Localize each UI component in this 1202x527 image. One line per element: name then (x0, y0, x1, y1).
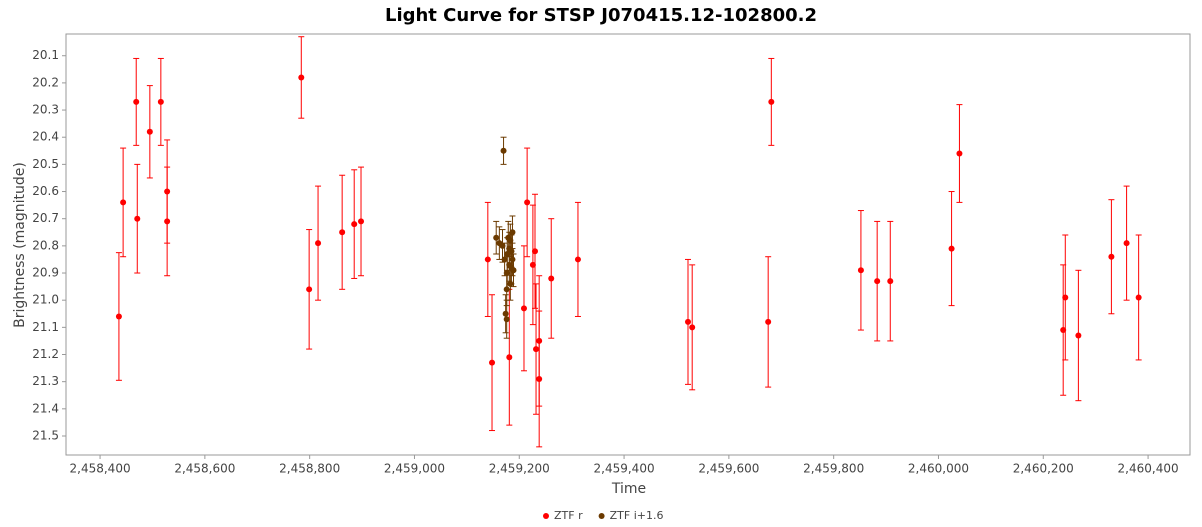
y-tick-label: 21.0 (32, 293, 59, 307)
point (493, 234, 500, 241)
point (857, 267, 864, 274)
point (508, 248, 515, 255)
point (1108, 253, 1115, 260)
x-tick-label: 2,458,400 (70, 462, 131, 476)
x-tick-label: 2,459,600 (698, 462, 759, 476)
point (1062, 294, 1069, 301)
point (504, 270, 511, 277)
point (298, 74, 305, 81)
x-tick-label: 2,458,800 (279, 462, 340, 476)
point (503, 316, 510, 323)
point (506, 354, 513, 361)
y-tick-label: 21.5 (32, 428, 59, 442)
point (500, 147, 507, 154)
y-tick-label: 20.6 (32, 184, 59, 198)
point (533, 346, 540, 353)
chart-title: Light Curve for STSP J070415.12-102800.2 (385, 5, 817, 26)
point (1075, 332, 1082, 339)
point (887, 278, 894, 285)
point (529, 261, 536, 268)
y-tick-label: 20.1 (32, 48, 59, 62)
point (1123, 240, 1130, 247)
x-tick-label: 2,459,800 (803, 462, 864, 476)
point (684, 318, 691, 325)
x-axis-label: Time (611, 481, 646, 497)
point (351, 221, 358, 228)
x-tick-label: 2,459,200 (489, 462, 550, 476)
x-tick-label: 2,460,400 (1118, 462, 1179, 476)
point (115, 313, 122, 320)
point (133, 98, 140, 105)
y-tick-label: 20.5 (32, 157, 59, 171)
y-tick-label: 20.7 (32, 211, 59, 225)
y-tick-label: 21.1 (32, 320, 59, 334)
y-tick-label: 21.4 (32, 401, 59, 415)
y-tick-label: 20.9 (32, 266, 59, 280)
point (509, 229, 516, 236)
y-tick-label: 20.4 (32, 130, 59, 144)
point (956, 150, 963, 157)
legend-label: ZTF i+1.6 (610, 509, 664, 522)
point (120, 199, 127, 206)
point (306, 286, 313, 293)
point (501, 256, 508, 263)
y-tick-label: 20.3 (32, 103, 59, 117)
y-tick-label: 20.8 (32, 238, 59, 252)
point (358, 218, 365, 225)
point (1060, 327, 1067, 334)
point (874, 278, 881, 285)
point (134, 215, 141, 222)
point (484, 256, 491, 263)
point (768, 98, 775, 105)
x-tick-label: 2,460,000 (908, 462, 969, 476)
point (948, 245, 955, 252)
point (339, 229, 346, 236)
point (1135, 294, 1142, 301)
x-tick-label: 2,458,600 (174, 462, 235, 476)
point (509, 256, 516, 263)
point (502, 310, 509, 317)
point (524, 199, 531, 206)
point (499, 242, 506, 249)
point (315, 240, 322, 247)
y-tick-label: 21.2 (32, 347, 59, 361)
y-tick-label: 21.3 (32, 374, 59, 388)
point (689, 324, 696, 331)
point (531, 248, 538, 255)
point (510, 267, 517, 274)
plot-area (65, 33, 1191, 456)
point (536, 375, 543, 382)
point (157, 98, 164, 105)
point (489, 359, 496, 366)
point (520, 305, 527, 312)
point (765, 318, 772, 325)
point (164, 218, 171, 225)
point (574, 256, 581, 263)
legend-label: ZTF r (554, 509, 583, 522)
x-tick-label: 2,459,400 (594, 462, 655, 476)
x-tick-label: 2,460,200 (1013, 462, 1074, 476)
legend-marker (543, 513, 549, 519)
point (146, 128, 153, 135)
point (548, 275, 555, 282)
y-tick-label: 20.2 (32, 75, 59, 89)
legend-marker (598, 513, 605, 519)
y-axis-label: Brightness (magnitude) (12, 162, 28, 328)
x-tick-label: 2,459,000 (384, 462, 445, 476)
